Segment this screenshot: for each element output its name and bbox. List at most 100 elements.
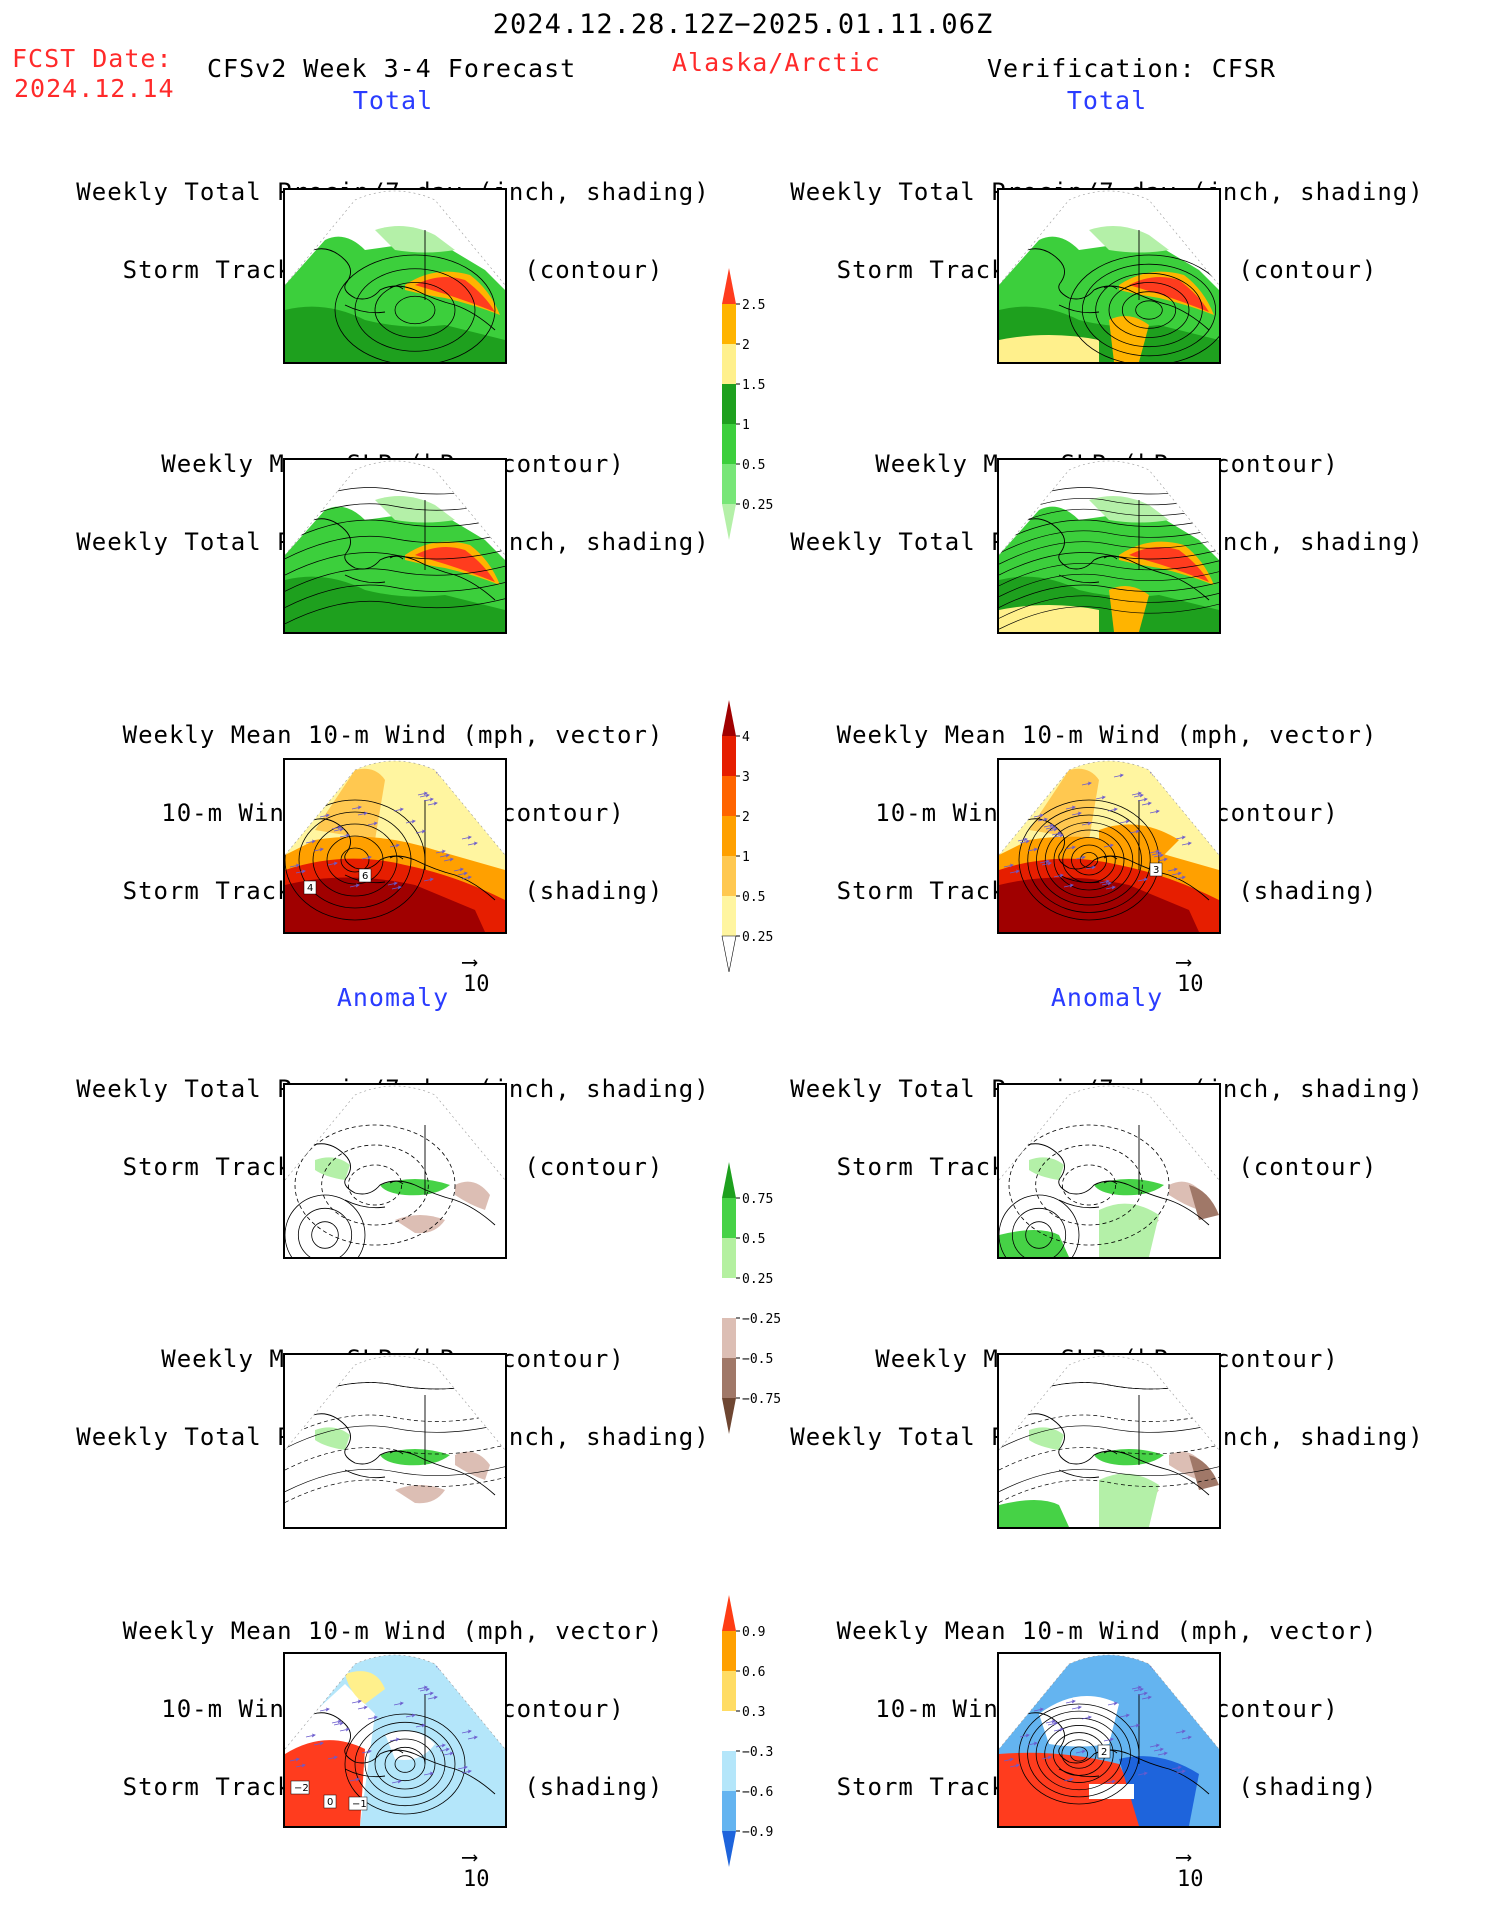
map-content [285,191,505,362]
wind-vector [417,791,428,796]
colorbar-svg: 4 3 2 1 0.5 0.25 [721,700,773,973]
contour-line [1095,272,1203,348]
wind-vector [1065,1699,1076,1704]
contour-line [321,1144,429,1226]
isobar-line [999,538,1219,565]
section-anomaly-left: Anomaly [336,983,450,1012]
wind-vector [357,811,368,816]
contour-label-box [358,868,372,883]
shading-region [455,1451,490,1480]
sector-edge [285,1085,505,1181]
colorbar-tick-label: 0.75 [742,1192,773,1207]
wind-vector [467,841,478,846]
map-svg [285,190,505,362]
contour-line [294,1124,456,1246]
wind-vector [1105,1779,1116,1784]
coastline-alaska [1026,248,1210,331]
contour-line [354,1721,456,1807]
map-content [285,1356,505,1527]
colorbar-tick-label: −0.5 [742,1352,773,1367]
contour-label: 0 [327,1797,333,1808]
wind-vector [1071,1705,1082,1710]
contour-label: 3 [1153,865,1159,876]
wind-vector [289,1757,300,1762]
wind-vector [1157,1751,1168,1756]
wind-vector [415,1723,426,1728]
wind-vector [1041,1755,1052,1760]
colorbar-segment [722,1198,736,1238]
sector-edge [999,190,1219,286]
isobar-line [999,527,1219,554]
contour-line [1070,1746,1088,1762]
isobar-line [285,1412,505,1438]
map-content [285,761,505,932]
sector-edge [999,460,1219,556]
contour-line [1018,799,1160,921]
vector-ref-fc-anom: ⟶ 10 [463,1847,490,1891]
map-content [999,761,1219,932]
contour-line [1068,254,1219,362]
contour-line [340,847,370,873]
wind-vector [423,797,434,802]
wind-vector [1103,843,1114,848]
contour-label-box [323,1794,337,1809]
map-svg: −2 0 −1 [285,1654,505,1826]
shading-region [395,1485,445,1504]
colorbar-segment [722,424,736,464]
wind-vector [1081,1715,1092,1720]
contour-line [1035,1717,1123,1791]
wind-vector [1003,1757,1014,1762]
wind-vector [327,1755,338,1760]
coastline-alaska [312,248,496,331]
arrow-icon: ⟶ [1177,950,1191,975]
wind-vector [439,853,450,858]
wind-vector [1181,1735,1192,1740]
wind-vector [1051,831,1062,836]
colorbar-tick-label: −0.25 [742,1312,781,1327]
contour-line [394,295,436,325]
shading-region [315,768,385,840]
wind-vector [1107,807,1118,812]
wind-vector [1137,797,1148,802]
shading-region [1129,546,1209,582]
colorbar-segment [722,816,736,856]
wind-vector [1045,825,1056,830]
contour-lines [294,1124,456,1246]
wind-vector [327,861,338,866]
map-ob-total-precip [997,188,1221,364]
contour-line [285,799,426,921]
shading-region [1129,276,1209,312]
colorbar-tick-label: −0.75 [742,1392,781,1407]
colorbar-cap-top [722,1595,736,1631]
wind-vector [1175,1769,1186,1774]
wind-vector [357,1705,368,1710]
isobar-line [999,1466,1219,1492]
map-svg: 2 [999,1654,1219,1826]
colorbar-segment [722,1631,736,1671]
wind-vector [1153,1747,1164,1752]
wind-vector [393,1701,404,1706]
contour-line [1079,852,1099,868]
wind-vector [1137,877,1148,882]
wind-vector [393,807,404,812]
wind-vector [305,1733,316,1738]
coastline [312,230,496,331]
colorbar-svg: 0.9 0.6 0.3 −0.3 −0.6 −0.9 [722,1595,773,1867]
colorbar-tick-label: 2 [742,810,750,825]
isobar-line [999,582,1219,608]
wind-vector [1129,1723,1140,1728]
wind-vector [1167,867,1178,872]
contour-line [298,811,412,909]
wind-vector [1175,835,1186,840]
map-svg [999,190,1219,362]
wind-vector [1027,847,1038,852]
wind-vector [1075,855,1086,860]
contour-label: 2 [1101,1747,1107,1758]
shading-region [1189,1185,1219,1220]
date-range-title: 2024.12.28.12Z−2025.01.11.06Z [492,9,994,40]
colorbar-tick-label: 0.25 [742,498,773,513]
colorbar-cap-top [722,700,736,736]
isobar-line [999,1477,1219,1503]
colorbar-tick-label: 0.3 [742,1705,765,1720]
map-fc-total-slp [283,458,507,634]
